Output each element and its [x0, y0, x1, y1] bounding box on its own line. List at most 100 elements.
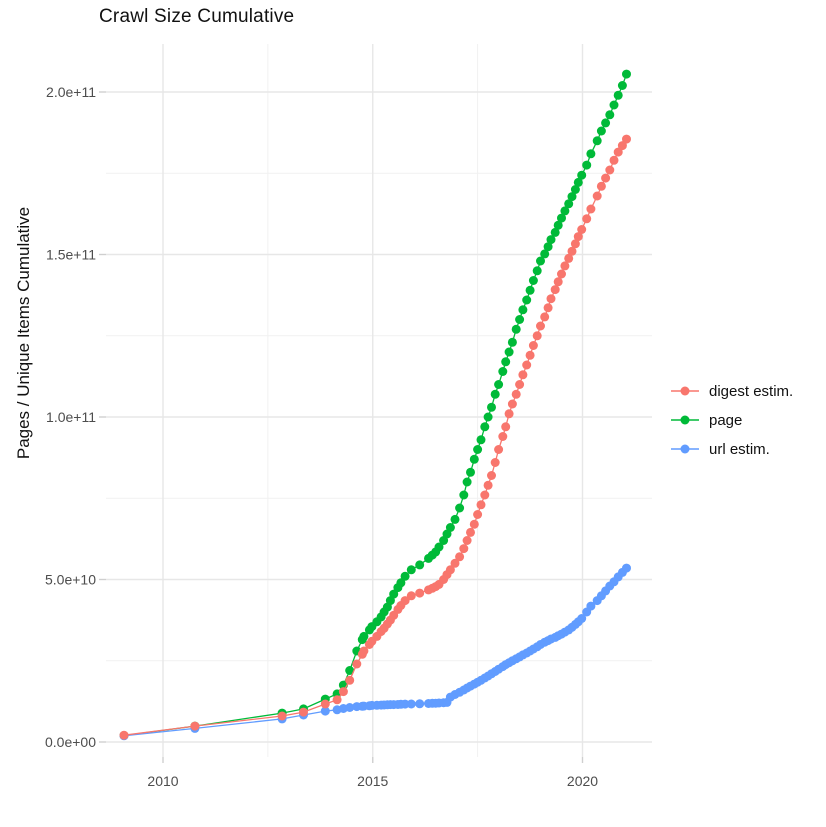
data-point-page [546, 235, 556, 245]
data-point-page [511, 324, 521, 334]
data-point-digest-estim- [480, 490, 490, 500]
data-point-page [359, 631, 369, 641]
x-tick-label: 2010 [147, 773, 178, 789]
data-point-digest-estim- [605, 165, 615, 175]
data-point-digest-estim- [515, 380, 525, 389]
data-point-digest-estim- [528, 341, 538, 350]
data-point-page [498, 367, 508, 376]
data-point-page [605, 110, 615, 120]
legend-label-url: url estim. [709, 440, 770, 458]
data-point-page [592, 136, 602, 146]
data-point-digest-estim- [567, 246, 577, 256]
data-point-digest-estim- [490, 458, 500, 467]
data-point-digest-estim- [546, 294, 556, 304]
data-point-url-estim- [406, 699, 416, 709]
data-point-digest-estim- [501, 422, 511, 432]
data-point-page [389, 589, 399, 599]
data-point-digest-estim- [553, 277, 563, 287]
data-point-digest-estim- [494, 445, 504, 454]
data-point-url-estim- [345, 703, 355, 712]
legend-entry-url: url estim. [670, 438, 793, 460]
data-point-page [564, 199, 574, 209]
y-tick-label: 2.0e+11 [46, 84, 96, 100]
data-point-page [504, 347, 514, 357]
data-point-digest-estim- [476, 500, 486, 510]
data-point-url-estim- [415, 699, 425, 709]
data-point-digest-estim- [560, 261, 570, 271]
data-point-digest-estim- [338, 687, 348, 697]
data-point-digest-estim- [507, 399, 517, 409]
data-point-digest-estim- [564, 253, 574, 263]
data-point-digest-estim- [190, 721, 200, 731]
data-point-page [528, 276, 538, 285]
data-point-page [459, 490, 469, 500]
data-point-page [480, 422, 490, 432]
data-point-url-estim- [586, 601, 596, 611]
data-point-digest-estim- [582, 214, 592, 224]
y-tick-label: 1.0e+11 [46, 409, 96, 425]
data-point-page [501, 357, 511, 367]
data-point-digest-estim- [450, 558, 460, 568]
data-point-digest-estim- [466, 527, 475, 537]
data-point-page [557, 213, 566, 223]
data-point-digest-estim- [596, 181, 606, 191]
data-point-digest-estim- [536, 321, 545, 331]
chart-title: Crawl Size Cumulative [99, 6, 295, 27]
data-point-page [522, 295, 532, 305]
data-point-page [586, 149, 596, 159]
legend-entry-digest: digest estim. [670, 380, 793, 402]
data-point-url-estim- [320, 706, 330, 716]
data-point-page [400, 571, 410, 581]
data-point-page [445, 523, 455, 532]
data-point-digest-estim- [277, 711, 287, 721]
data-point-digest-estim- [119, 730, 129, 740]
y-tick-label: 0.0e+00 [45, 734, 96, 750]
data-point-digest-estim- [573, 232, 583, 242]
series-line-url-estim- [123, 567, 627, 737]
data-point-page [518, 305, 528, 315]
data-point-page [434, 542, 444, 552]
data-point-page [466, 467, 475, 477]
legend-key-url-icon [671, 444, 699, 454]
data-point-digest-estim- [518, 370, 528, 380]
data-point-page [469, 454, 479, 464]
data-point-url-estim- [577, 614, 587, 623]
data-point-digest-estim- [400, 596, 410, 606]
data-point-page [582, 160, 592, 170]
data-point-digest-estim- [455, 552, 465, 562]
y-tick-label: 5.0e+10 [45, 572, 96, 588]
data-point-page [490, 389, 500, 399]
data-point-digest-estim- [462, 536, 472, 545]
data-point-digest-estim- [487, 471, 496, 480]
data-point-page [532, 266, 542, 276]
data-point-page [483, 412, 493, 422]
data-point-page [613, 90, 623, 100]
data-point-page [536, 256, 545, 266]
data-point-page [462, 477, 472, 487]
data-point-digest-estim- [415, 588, 425, 598]
legend-key-page-icon [671, 415, 699, 425]
data-point-digest-estim- [473, 510, 483, 519]
data-point-page [507, 337, 517, 347]
data-point-digest-estim- [525, 350, 535, 360]
data-point-digest-estim- [511, 389, 521, 399]
legend-entry-page: page [670, 409, 793, 431]
data-point-page [450, 514, 460, 524]
data-point-digest-estim- [469, 519, 479, 529]
data-point-page [567, 192, 577, 202]
data-point-page [577, 170, 587, 180]
data-point-digest-estim- [622, 134, 631, 144]
legend-label-page: page [709, 411, 743, 429]
data-point-digest-estim- [586, 204, 596, 214]
data-point-page [473, 445, 483, 454]
data-point-page [487, 402, 496, 412]
data-point-digest-estim- [504, 409, 514, 419]
data-point-digest-estim- [498, 432, 508, 441]
data-point-digest-estim- [609, 155, 619, 165]
data-point-page [570, 185, 580, 194]
data-point-digest-estim- [406, 591, 416, 601]
data-point-page [573, 177, 583, 187]
y-tick-label: 1.5e+11 [46, 247, 96, 263]
